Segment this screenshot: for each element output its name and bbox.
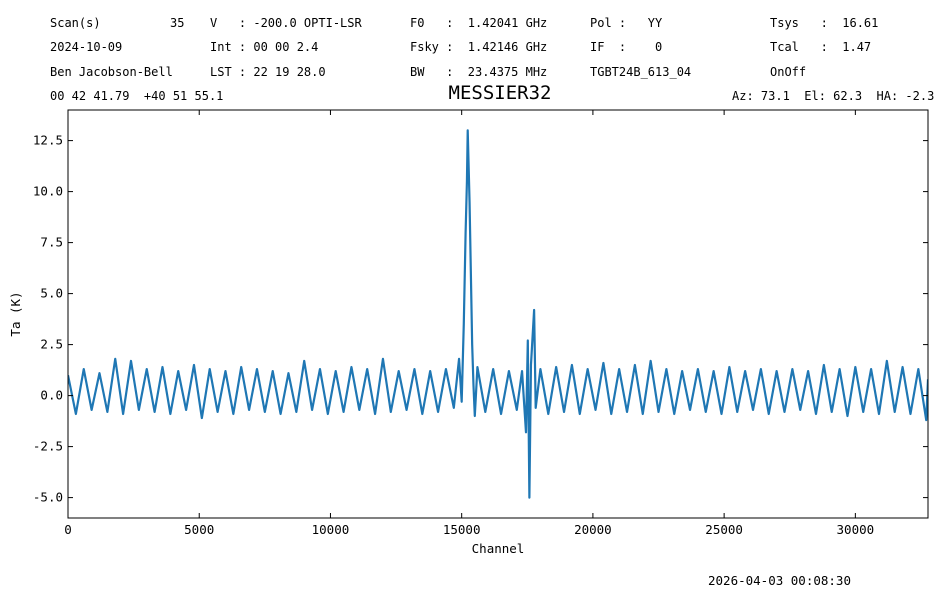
y-tick-label: 0.0 bbox=[40, 388, 63, 403]
x-tick-label: 10000 bbox=[312, 522, 350, 537]
header-text: Tsys : 16.61 bbox=[770, 16, 878, 30]
header-text: BW : 23.4375 MHz bbox=[410, 65, 547, 79]
header-text: 2024-10-09 bbox=[50, 40, 122, 54]
header-text: Int : 00 00 2.4 bbox=[210, 40, 318, 54]
header-text: IF : 0 bbox=[590, 40, 662, 54]
x-tick-label: 30000 bbox=[837, 522, 875, 537]
header-text: Tcal : 1.47 bbox=[770, 40, 871, 54]
header-text: F0 : 1.42041 GHz bbox=[410, 16, 547, 30]
header-text: Pol : YY bbox=[590, 16, 663, 30]
spectrum-line bbox=[68, 129, 928, 499]
chart-title: MESSIER32 bbox=[449, 82, 552, 104]
x-tick-label: 25000 bbox=[705, 522, 743, 537]
footer-date: 2026-04-03 00:08:30 bbox=[708, 573, 851, 588]
x-axis-label: Channel bbox=[472, 541, 525, 556]
header-text: LST : 22 19 28.0 bbox=[210, 65, 326, 79]
header: Scan(s) 35 V : -200.0 OPTI-LSR F0 : 1.42… bbox=[50, 16, 934, 103]
y-tick-label: 12.5 bbox=[33, 133, 63, 148]
x-tick-label: 15000 bbox=[443, 522, 481, 537]
header-text: Ben Jacobson-Bell bbox=[50, 65, 173, 79]
x-tick-label: 0 bbox=[64, 522, 72, 537]
y-tick-label: 2.5 bbox=[40, 337, 63, 352]
y-tick-label: 10.0 bbox=[33, 184, 63, 199]
y-tick-label: -5.0 bbox=[33, 490, 63, 505]
x-tick-label: 20000 bbox=[574, 522, 612, 537]
plot-frame bbox=[67, 109, 929, 519]
header-text: Scan(s) bbox=[50, 16, 101, 30]
header-text: Az: 73.1 El: 62.3 HA: -2.3 bbox=[732, 89, 934, 103]
header-text: Fsky : 1.42146 GHz bbox=[410, 40, 547, 54]
header-text: 00 42 41.79 +40 51 55.1 bbox=[50, 89, 223, 103]
header-text: 35 bbox=[170, 16, 184, 30]
y-tick-label: -2.5 bbox=[33, 439, 63, 454]
header-text: OnOff bbox=[770, 65, 806, 79]
header-text: V : -200.0 OPTI-LSR bbox=[210, 16, 362, 30]
y-axis-label: Ta (K) bbox=[8, 291, 23, 336]
y-tick-label: 7.5 bbox=[40, 235, 63, 250]
y-tick-label: 5.0 bbox=[40, 286, 63, 301]
plot-area bbox=[68, 129, 928, 499]
header-text: TGBT24B_613_04 bbox=[590, 65, 691, 79]
x-tick-label: 5000 bbox=[184, 522, 214, 537]
